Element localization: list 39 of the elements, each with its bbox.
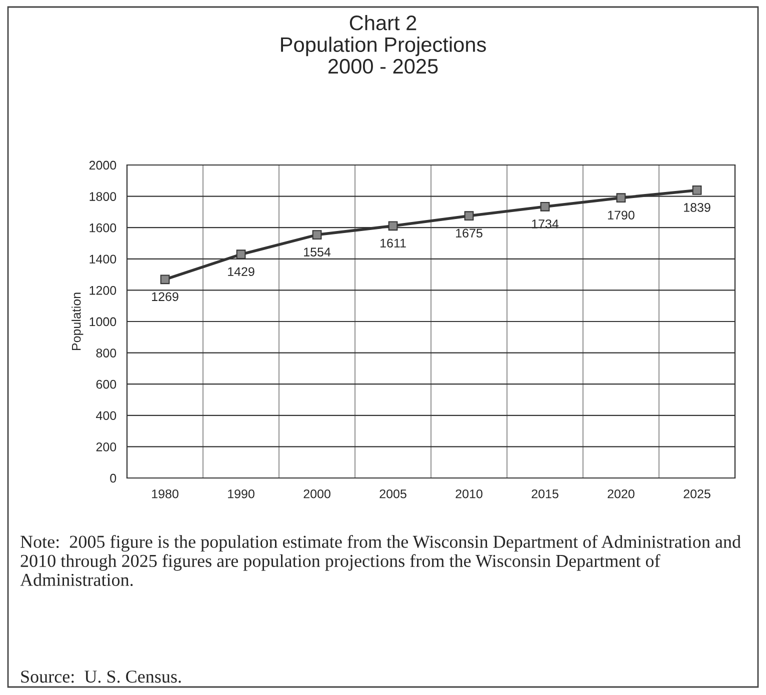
data-label: 1675: [456, 228, 482, 238]
text: Note: 2005 figure is the population estimate from the Wisconsin Department of Administration and 2010 through 2025 figures are population projections from the Wisconsin Department of Administration.: [20, 535, 741, 586]
point: [236, 250, 246, 260]
x-tick-label: 2015: [532, 489, 558, 498]
y-tick-label: 1600: [90, 223, 116, 232]
y-tick-label: 0: [110, 474, 116, 483]
y-tick-label: 1800: [90, 192, 116, 201]
y-tick-label: 1400: [90, 254, 116, 264]
x-tick-label: 2010: [456, 489, 482, 498]
x-tick-label: 2020: [608, 489, 634, 498]
y-tick-label: 600: [96, 380, 116, 389]
chart-title: Chart 2 Population Projections 2000 - 2025: [281, 15, 486, 74]
point: [540, 202, 550, 212]
y-tick-label: 1000: [90, 317, 116, 326]
point: [464, 211, 474, 221]
x-tick-label: 1990: [228, 489, 254, 498]
x-tick-label: 2000: [304, 489, 330, 498]
x-tick-label: 1980: [152, 489, 178, 498]
y-tick-label: 800: [96, 348, 116, 358]
source-note: Source: U. S. Census.: [21, 670, 181, 683]
y-tick-label: 400: [96, 411, 116, 420]
data-label: 1734: [532, 219, 559, 228]
data-label: 1611: [380, 238, 406, 248]
point: [160, 274, 170, 284]
point: [388, 221, 398, 231]
data-label: 1554: [304, 248, 331, 256]
x-tick-label: 2005: [380, 489, 406, 498]
data-label: 1429: [228, 267, 254, 276]
data-label: 1269: [152, 292, 178, 302]
point: [692, 186, 702, 195]
y-axis-title: Population: [72, 292, 84, 350]
y-tick-label: 1200: [90, 286, 116, 295]
point: [616, 193, 626, 203]
data-label: 1839: [684, 203, 710, 212]
y-tick-label: 2000: [89, 160, 116, 170]
x-tick-label: 2025: [684, 489, 710, 498]
y-tick-label: 200: [96, 442, 116, 452]
point: [312, 230, 322, 240]
data-label: 1790: [608, 210, 634, 220]
